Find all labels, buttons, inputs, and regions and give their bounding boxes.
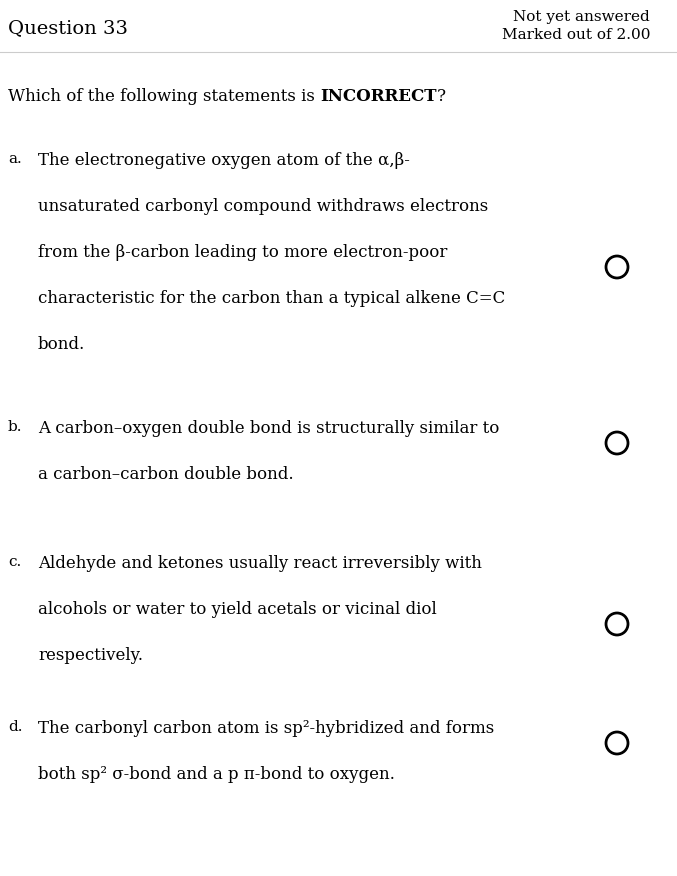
Text: The carbonyl carbon atom is sp²-hybridized and forms: The carbonyl carbon atom is sp²-hybridiz…	[38, 720, 494, 737]
Text: unsaturated carbonyl compound withdraws electrons: unsaturated carbonyl compound withdraws …	[38, 198, 488, 215]
Text: a.: a.	[8, 152, 22, 166]
Text: Aldehyde and ketones usually react irreversibly with: Aldehyde and ketones usually react irrev…	[38, 555, 482, 572]
Text: both sp² σ-bond and a p π-bond to oxygen.: both sp² σ-bond and a p π-bond to oxygen…	[38, 766, 395, 783]
Text: ?: ?	[437, 88, 445, 105]
Text: d.: d.	[8, 720, 22, 734]
Text: Question 33: Question 33	[8, 19, 128, 37]
Text: The electronegative oxygen atom of the α,β-: The electronegative oxygen atom of the α…	[38, 152, 410, 169]
Text: c.: c.	[8, 555, 21, 569]
Text: alcohols or water to yield acetals or vicinal diol: alcohols or water to yield acetals or vi…	[38, 601, 437, 618]
Text: characteristic for the carbon than a typical alkene C=C: characteristic for the carbon than a typ…	[38, 290, 505, 307]
Text: b.: b.	[8, 420, 22, 434]
Text: respectively.: respectively.	[38, 647, 143, 664]
Text: from the β-carbon leading to more electron-poor: from the β-carbon leading to more electr…	[38, 244, 447, 261]
Text: INCORRECT: INCORRECT	[320, 88, 437, 105]
Text: Not yet answered: Not yet answered	[513, 10, 650, 24]
Text: Which of the following statements is: Which of the following statements is	[8, 88, 320, 105]
Text: bond.: bond.	[38, 336, 85, 353]
Text: A carbon–oxygen double bond is structurally similar to: A carbon–oxygen double bond is structura…	[38, 420, 500, 437]
Text: Marked out of 2.00: Marked out of 2.00	[502, 28, 650, 42]
Text: a carbon–carbon double bond.: a carbon–carbon double bond.	[38, 466, 294, 483]
